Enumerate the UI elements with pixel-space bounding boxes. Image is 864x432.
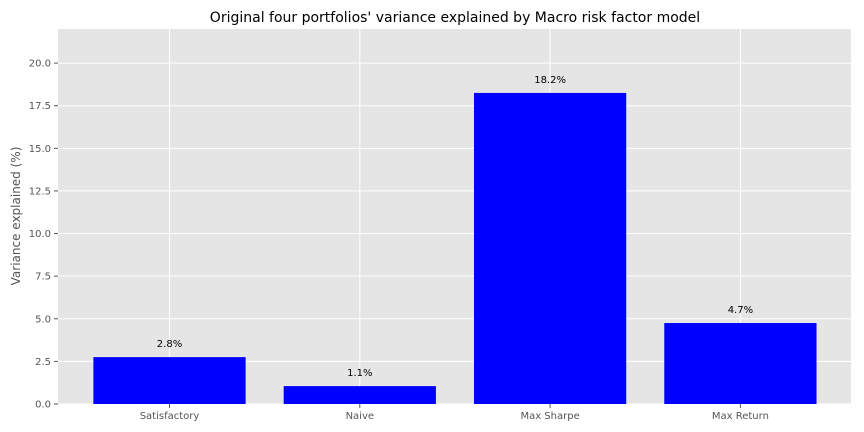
bars (93, 92, 817, 404)
y-tick-label: 15.0 (29, 144, 51, 155)
bar-satisfactory (93, 357, 246, 404)
bar-value-label: 2.8% (157, 339, 182, 350)
bar-max-sharpe (473, 92, 627, 404)
y-tick-label: 12.5 (29, 186, 51, 197)
bar-value-label: 18.2% (534, 75, 566, 86)
y-tick-label: 5.0 (35, 314, 51, 325)
grid-lines (58, 29, 851, 405)
x-tick-label: Naive (346, 411, 374, 422)
y-tick-label: 2.5 (35, 357, 51, 368)
x-tick-label: Max Return (712, 411, 769, 422)
y-tick-label: 7.5 (35, 272, 51, 283)
bar-value-label: 4.7% (728, 305, 753, 316)
bar-max-return (664, 323, 817, 404)
y-tick-label: 17.5 (29, 101, 51, 112)
x-axis-ticks: Satisfactory Naive Max Sharpe Max Return (140, 404, 769, 422)
chart-title: Original four portfolios' variance expla… (210, 10, 700, 26)
y-tick-label: 0.0 (35, 400, 51, 411)
y-axis-label: Variance explained (%) (9, 147, 23, 286)
x-tick-label: Satisfactory (140, 411, 200, 422)
data-labels: 2.8% 1.1% 18.2% 4.7% (157, 75, 753, 379)
x-tick-label: Max Sharpe (520, 411, 579, 422)
bar-naive (283, 386, 436, 404)
bar-value-label: 1.1% (347, 368, 372, 379)
y-axis-ticks: 0.0 2.5 5.0 7.5 10.0 12.5 15.0 17.5 20.0 (29, 59, 58, 411)
y-tick-label: 10.0 (29, 229, 51, 240)
y-tick-label: 20.0 (29, 59, 51, 70)
